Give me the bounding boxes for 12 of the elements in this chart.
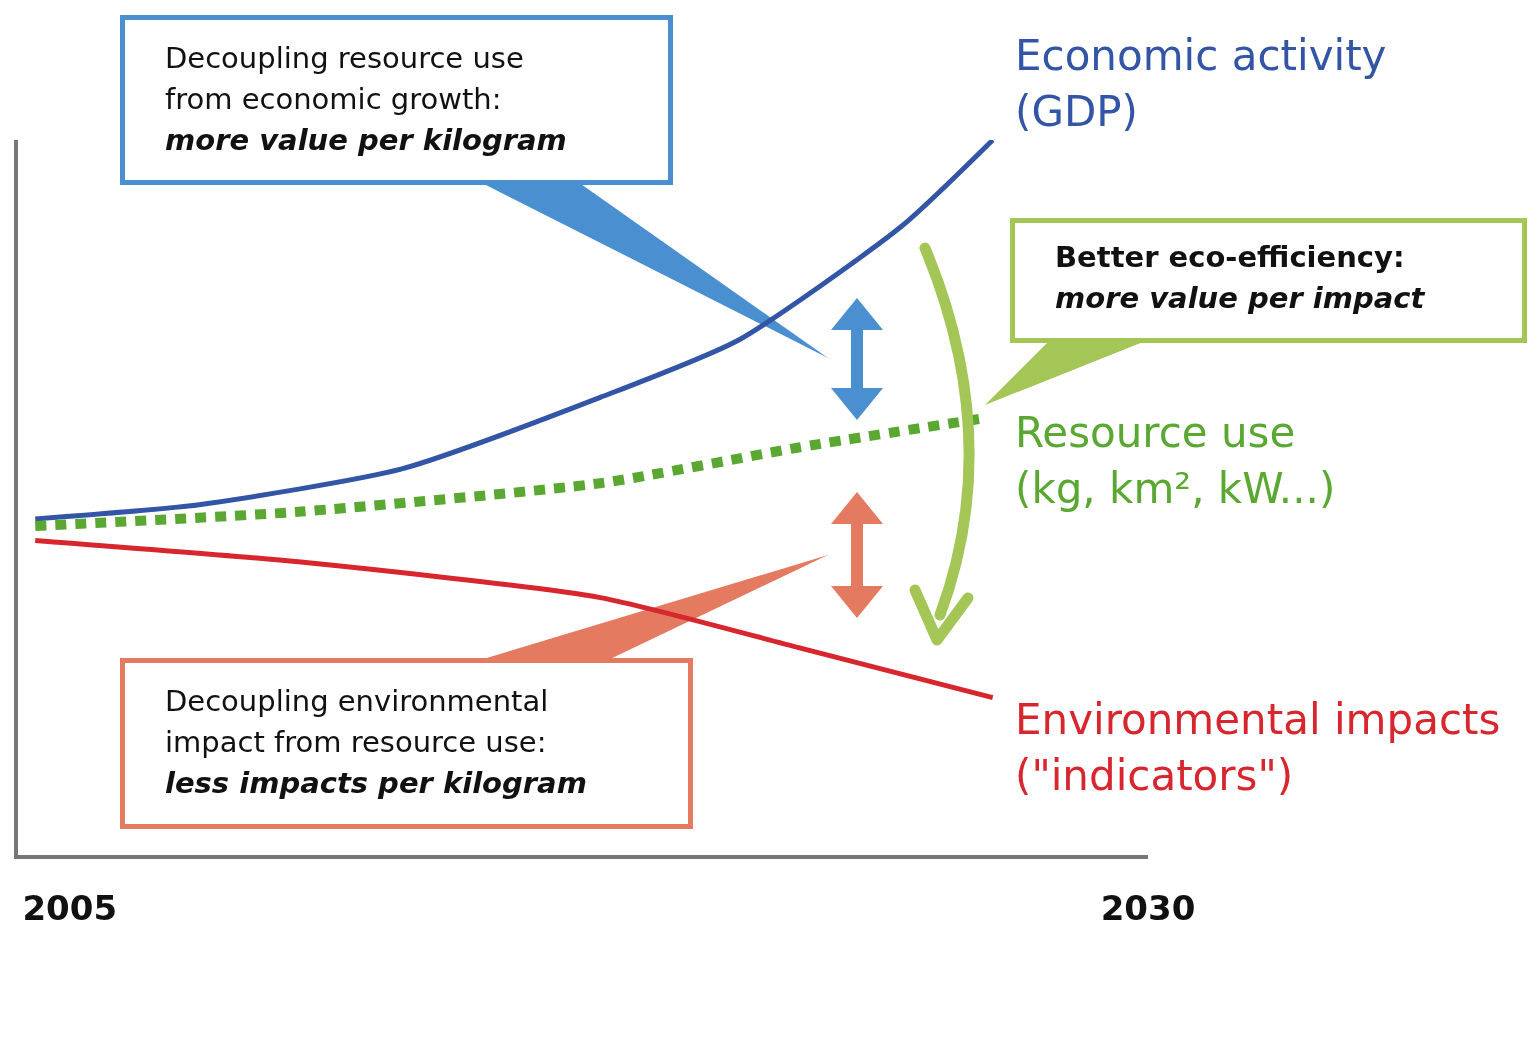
annotation: less impacts per kilogram — [165, 765, 588, 802]
series-label: Environmental impacts ("indicators") — [1015, 694, 1502, 802]
annotation: more value per kilogram — [165, 122, 568, 159]
series-label: Economic activity (GDP) — [1015, 30, 1388, 138]
x-tick-label: 2005 — [22, 887, 118, 928]
annotation: Decoupling environmental impact from resource use: — [165, 683, 550, 761]
annotation: more value per impact — [1055, 280, 1426, 317]
callout-box: Decoupling resource use from economic growth: more value per kilogram — [120, 15, 828, 358]
annotation: Better eco-efficiency: — [1055, 239, 1406, 276]
series-label: Resource use (kg, km², kW...) — [1015, 407, 1337, 515]
callout-box: Better eco-efficiency: more value per impact — [985, 218, 1527, 405]
x-tick-label: 2030 — [1100, 887, 1196, 928]
